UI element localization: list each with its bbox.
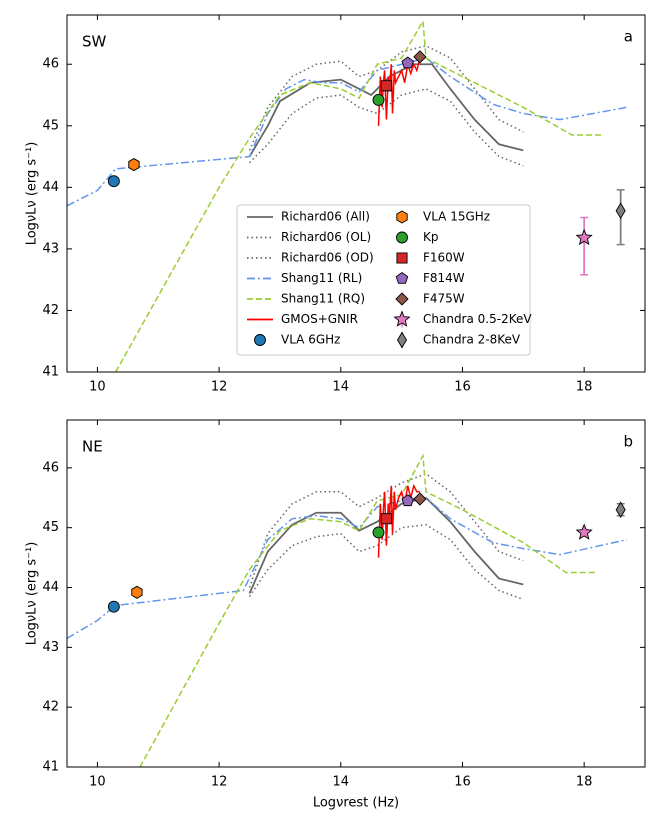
y-tick-label: 42 — [42, 700, 59, 715]
marker — [395, 271, 409, 284]
marker — [413, 50, 427, 64]
y-tick-label: 46 — [42, 460, 59, 475]
x-tick-label: 16 — [454, 380, 471, 395]
marker — [372, 93, 385, 106]
series-line — [67, 57, 627, 207]
legend-label: F814W — [423, 271, 465, 285]
series-line — [248, 523, 524, 601]
marker — [396, 252, 408, 264]
marker — [393, 310, 411, 327]
y-tick-label: 45 — [42, 520, 59, 535]
panel-title: NE — [82, 438, 103, 456]
legend-label: F160W — [423, 251, 465, 265]
legend-label: Chandra 2-8KeV — [423, 333, 521, 347]
plot-area — [67, 453, 627, 767]
y-axis-label: LogνLν (erg s⁻¹) — [25, 542, 40, 646]
plot-area — [67, 18, 627, 372]
legend-label: Richard06 (OL) — [281, 230, 371, 244]
marker — [380, 513, 392, 525]
marker — [131, 585, 143, 599]
series-line — [248, 496, 524, 594]
legend-box — [236, 204, 531, 356]
y-tick-label: 42 — [42, 303, 59, 318]
y-tick-label: 41 — [42, 760, 59, 775]
x-tick-label: 14 — [333, 775, 350, 790]
x-tick-label: 18 — [576, 775, 593, 790]
y-tick-label: 45 — [42, 118, 59, 133]
marker — [615, 501, 626, 519]
legend-label: F475W — [423, 292, 465, 306]
x-tick-label: 10 — [89, 380, 106, 395]
y-tick-label: 43 — [42, 241, 59, 256]
marker — [380, 80, 392, 92]
y-tick-label: 41 — [42, 365, 59, 380]
panel-title: SW — [82, 33, 107, 51]
marker — [575, 523, 593, 540]
legend-label: GMOS+GNIR — [281, 312, 358, 326]
y-tick-label: 44 — [42, 580, 59, 595]
marker — [395, 292, 409, 306]
y-tick-label: 43 — [42, 640, 59, 655]
marker — [372, 526, 385, 539]
marker — [396, 231, 408, 244]
marker — [128, 158, 140, 172]
marker — [401, 56, 414, 69]
x-tick-label: 10 — [89, 775, 106, 790]
marker — [107, 600, 120, 613]
series-line — [248, 472, 524, 588]
legend-label: Richard06 (All) — [281, 210, 370, 224]
marker — [396, 331, 408, 349]
legend-label: Chandra 0.5-2KeV — [423, 312, 532, 326]
x-tick-label: 12 — [211, 775, 228, 790]
marker — [396, 210, 408, 224]
marker — [254, 334, 266, 346]
marker — [615, 202, 626, 220]
series-line — [115, 18, 603, 372]
marker — [401, 494, 414, 507]
marker — [107, 175, 120, 188]
legend-label: Kp — [423, 230, 439, 244]
axes-frame — [66, 419, 646, 768]
legend-label: Shang11 (RL) — [281, 271, 362, 285]
x-tick-label: 16 — [454, 775, 471, 790]
legend-label: Shang11 (RQ) — [281, 292, 365, 306]
panel-label: a — [624, 28, 633, 46]
series-line — [139, 453, 597, 767]
x-tick-label: 12 — [211, 380, 228, 395]
y-axis-label: LogνLν (erg s⁻¹) — [25, 142, 40, 246]
legend-label: VLA 6GHz — [281, 333, 340, 347]
marker — [413, 492, 427, 506]
legend-label: Richard06 (OD) — [281, 251, 374, 265]
series-line — [67, 496, 627, 640]
axes-frame — [66, 14, 646, 373]
x-axis-label: Logνrest (Hz) — [313, 796, 399, 811]
x-tick-label: 18 — [576, 380, 593, 395]
marker — [575, 228, 593, 246]
panel-label: b — [623, 433, 633, 451]
y-tick-label: 46 — [42, 57, 59, 72]
y-tick-label: 44 — [42, 180, 59, 195]
x-tick-label: 14 — [333, 380, 350, 395]
series-line — [377, 483, 420, 558]
legend-label: VLA 15GHz — [423, 210, 490, 224]
